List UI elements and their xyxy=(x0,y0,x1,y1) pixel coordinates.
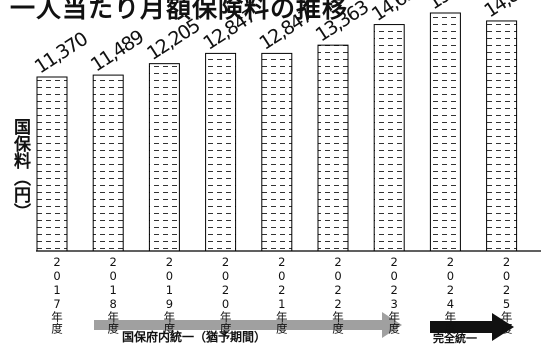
value-label: 12,205 xyxy=(143,15,204,65)
phase-label-full-unification: 完全統一 xyxy=(433,332,477,345)
x-tick-label: 2025年度 xyxy=(499,255,514,334)
phase-arrow-full-unification xyxy=(430,313,514,341)
value-label: 13,363 xyxy=(312,0,373,46)
value-label: 15,375 xyxy=(424,0,485,14)
value-label: 11,489 xyxy=(87,26,148,76)
bar-2018年度 xyxy=(92,74,124,252)
phase-arrow-transition xyxy=(94,312,402,338)
x-tick-label: 2018年度 xyxy=(106,255,121,334)
chart-title: 一人当たり月額保険料の推移 xyxy=(10,0,349,23)
bar-2024年度 xyxy=(429,12,461,252)
x-tick-label: 2020年度 xyxy=(218,255,233,334)
bar-2025年度 xyxy=(486,20,518,252)
value-label: 11,370 xyxy=(31,28,92,78)
x-tick-label: 2023年度 xyxy=(387,255,402,334)
bar-2021年度 xyxy=(261,52,293,252)
bar-2017年度 xyxy=(36,76,68,252)
x-tick-label: 2019年度 xyxy=(162,255,177,334)
bar-2020年度 xyxy=(205,52,237,252)
value-label: 12,847 xyxy=(199,5,260,55)
bar-2022年度 xyxy=(317,44,349,252)
bar-2023年度 xyxy=(373,24,405,252)
value-label: 14,877 xyxy=(480,0,541,22)
bar-2019年度 xyxy=(148,63,180,252)
x-tick-label: 2024年度 xyxy=(443,255,458,334)
x-tick-label: 2021年度 xyxy=(274,255,289,334)
x-tick-label: 2017年度 xyxy=(50,255,64,334)
value-label: 14,651 xyxy=(368,0,429,26)
x-tick-label: 2022年度 xyxy=(331,255,345,334)
value-label: 12,847 xyxy=(256,5,317,55)
phase-label-transition: 国保府内統一（猶予期間） xyxy=(122,330,267,344)
y-axis-label: 国保料（円） xyxy=(10,118,30,220)
